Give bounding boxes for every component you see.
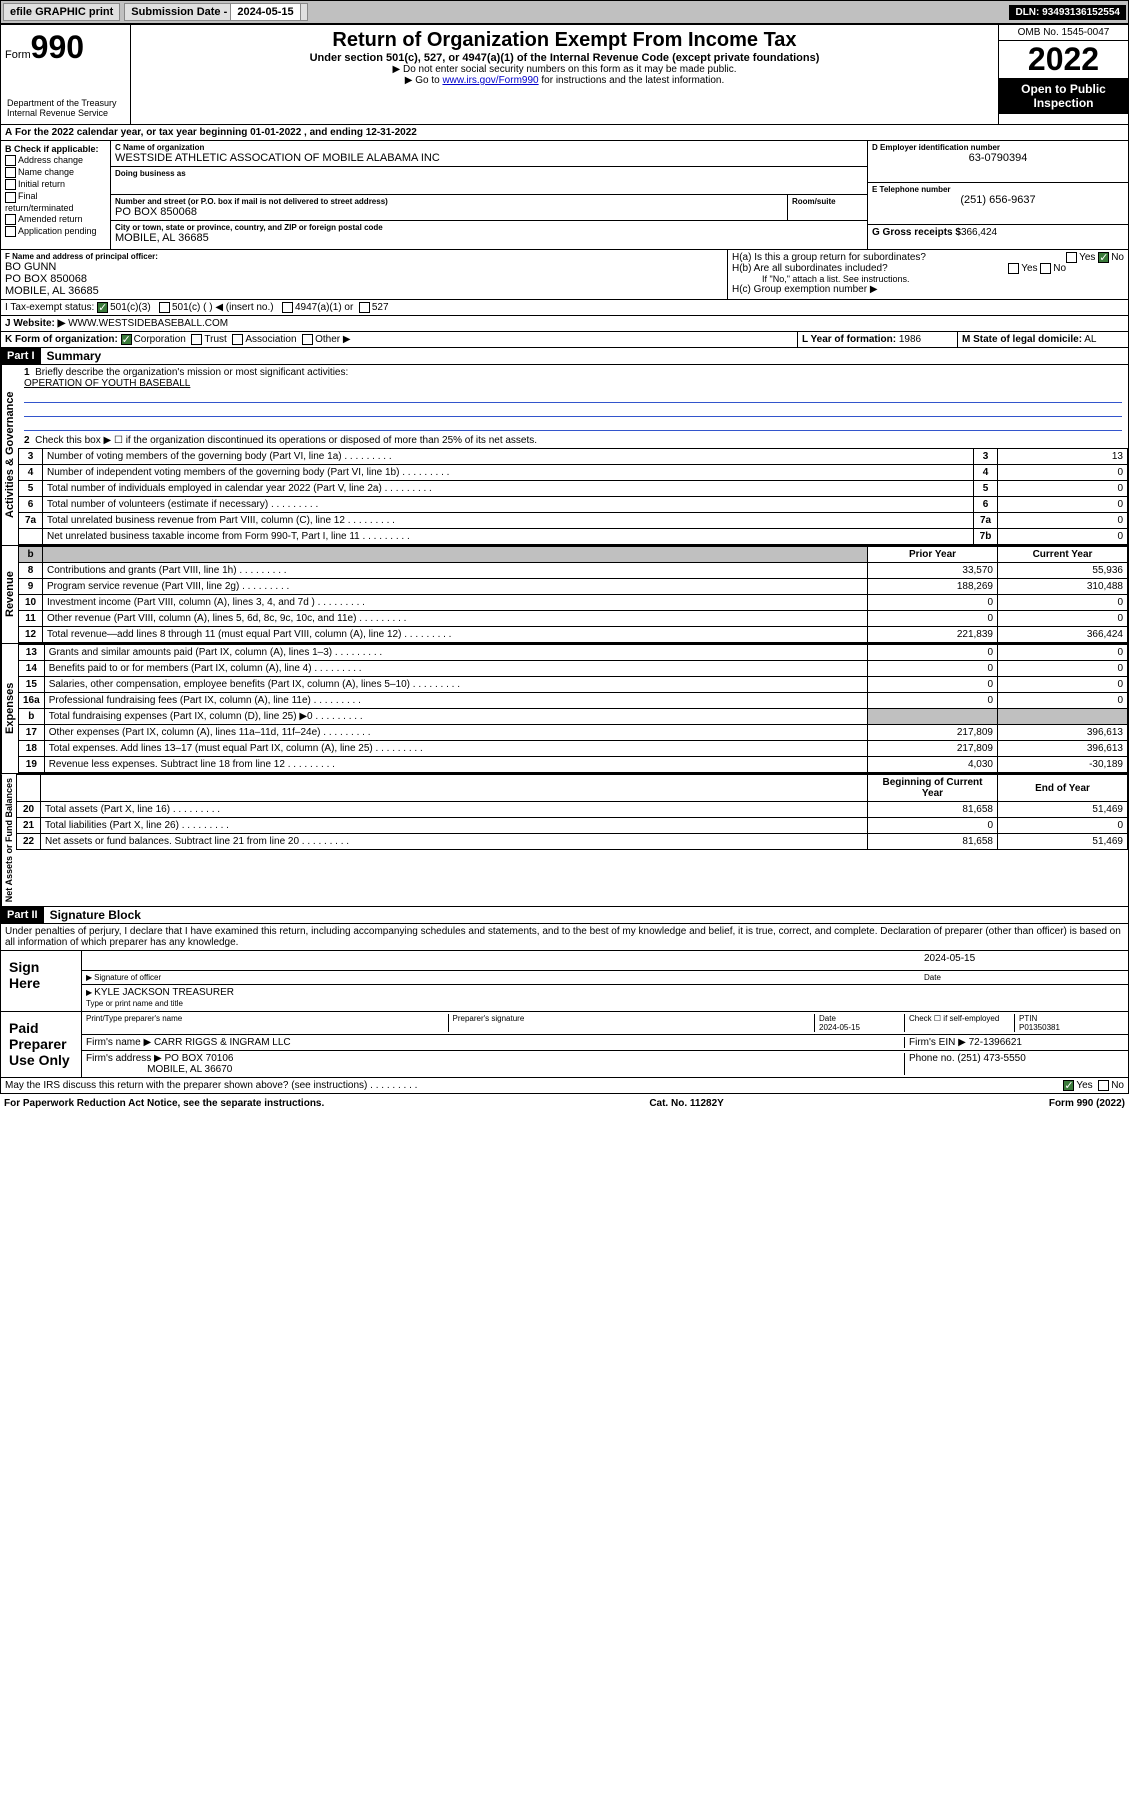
ha-yes[interactable] — [1066, 252, 1077, 263]
footer: For Paperwork Reduction Act Notice, see … — [0, 1094, 1129, 1113]
gov-table: 3Number of voting members of the governi… — [18, 448, 1128, 545]
form990-link[interactable]: www.irs.gov/Form990 — [442, 75, 538, 86]
k-corp[interactable] — [121, 334, 132, 345]
box-C: C Name of organization WESTSIDE ATHLETIC… — [111, 141, 868, 249]
efile-btn[interactable]: efile GRAPHIC print — [3, 3, 120, 21]
org-addr: PO BOX 850068 — [115, 206, 783, 218]
dln: DLN: 93493136152554 — [1009, 5, 1126, 20]
subdate-btn: Submission Date - 2024-05-15 — [124, 3, 307, 21]
i-501c3[interactable] — [97, 302, 108, 313]
i-501c[interactable] — [159, 302, 170, 313]
topbar: efile GRAPHIC print Submission Date - 20… — [0, 0, 1129, 24]
section-revenue: Revenue bPrior YearCurrent Year8Contribu… — [0, 545, 1129, 643]
box-F: F Name and address of principal officer:… — [1, 250, 728, 299]
omb: OMB No. 1545-0047 — [999, 25, 1128, 41]
declaration: Under penalties of perjury, I declare th… — [0, 924, 1129, 951]
box-DEG: D Employer identification number 63-0790… — [868, 141, 1128, 249]
section-expenses: Expenses 13Grants and similar amounts pa… — [0, 643, 1129, 773]
discuss-yes[interactable] — [1063, 1080, 1074, 1091]
chk-pending[interactable]: Application pending — [5, 226, 106, 237]
hb-no[interactable] — [1040, 263, 1051, 274]
box-B: B Check if applicable: Address change Na… — [1, 141, 111, 249]
ein: 63-0790394 — [872, 152, 1124, 164]
form-sub: Under section 501(c), 527, or 4947(a)(1)… — [135, 52, 994, 64]
paid-preparer: Paid Preparer Use Only Print/Type prepar… — [0, 1012, 1129, 1078]
officer-name: BO GUNN — [5, 261, 723, 273]
box-H: H(a) Is this a group return for subordin… — [728, 250, 1128, 299]
chk-final[interactable]: Final return/terminated — [5, 191, 106, 212]
block-BCDEFG: B Check if applicable: Address change Na… — [0, 141, 1129, 250]
ha-no[interactable] — [1098, 252, 1109, 263]
dept: Department of the Treasury Internal Reve… — [5, 96, 126, 120]
year-formation: 1986 — [899, 334, 921, 345]
block-FH: F Name and address of principal officer:… — [0, 250, 1129, 300]
part2-head: Part II Signature Block — [0, 907, 1129, 924]
i-4947[interactable] — [282, 302, 293, 313]
sign-here: Sign Here 2024-05-15 Signature of office… — [0, 951, 1129, 1012]
subdate: 2024-05-15 — [230, 3, 300, 21]
chk-initial[interactable]: Initial return — [5, 179, 106, 190]
note1: ▶ Do not enter social security numbers o… — [135, 64, 994, 75]
discuss-no[interactable] — [1098, 1080, 1109, 1091]
chk-addr[interactable]: Address change — [5, 155, 106, 166]
ptin: P01350381 — [1019, 1023, 1060, 1032]
form-title: Return of Organization Exempt From Incom… — [135, 29, 994, 52]
block-I: I Tax-exempt status: 501(c)(3) 501(c) ( … — [0, 300, 1129, 316]
section-governance: Activities & Governance 1 Briefly descri… — [0, 365, 1129, 545]
org-name: WESTSIDE ATHLETIC ASSOCATION OF MOBILE A… — [115, 152, 863, 164]
part1-head: Part I Summary — [0, 348, 1129, 365]
org-city: MOBILE, AL 36685 — [115, 232, 863, 244]
firm-name: CARR RIGGS & INGRAM LLC — [154, 1037, 291, 1048]
website: WWW.WESTSIDEBASEBALL.COM — [68, 318, 228, 329]
i-527[interactable] — [359, 302, 370, 313]
block-KLM: K Form of organization: Corporation Trus… — [0, 332, 1129, 348]
rev-table: bPrior YearCurrent Year8Contributions an… — [18, 546, 1128, 643]
inspect: Open to Public Inspection — [999, 78, 1128, 114]
form-number: Form990 — [5, 29, 126, 66]
domicile: AL — [1084, 334, 1096, 345]
firm-ein: 72-1396621 — [969, 1037, 1022, 1048]
chk-name[interactable]: Name change — [5, 167, 106, 178]
na-table: Beginning of Current YearEnd of Year20To… — [16, 774, 1128, 850]
exp-table: 13Grants and similar amounts paid (Part … — [18, 644, 1128, 773]
firm-phone: (251) 473-5550 — [957, 1053, 1025, 1064]
k-assoc[interactable] — [232, 334, 243, 345]
line-A: A For the 2022 calendar year, or tax yea… — [0, 125, 1129, 141]
form-header: Form990 Department of the Treasury Inter… — [0, 24, 1129, 125]
note2: ▶ Go to www.irs.gov/Form990 for instruct… — [135, 75, 994, 86]
officer-sig: KYLE JACKSON TREASURER — [94, 987, 234, 998]
hb-yes[interactable] — [1008, 263, 1019, 274]
gross-receipts: 366,424 — [961, 227, 997, 238]
k-other[interactable] — [302, 334, 313, 345]
chk-amended[interactable]: Amended return — [5, 214, 106, 225]
mission: OPERATION OF YOUTH BASEBALL — [24, 378, 190, 389]
discuss-row: May the IRS discuss this return with the… — [0, 1078, 1129, 1094]
k-trust[interactable] — [191, 334, 202, 345]
section-netassets: Net Assets or Fund Balances Beginning of… — [0, 773, 1129, 907]
tax-year: 2022 — [999, 41, 1128, 78]
block-J: J Website: ▶ WWW.WESTSIDEBASEBALL.COM — [0, 316, 1129, 332]
phone: (251) 656-9637 — [872, 194, 1124, 206]
